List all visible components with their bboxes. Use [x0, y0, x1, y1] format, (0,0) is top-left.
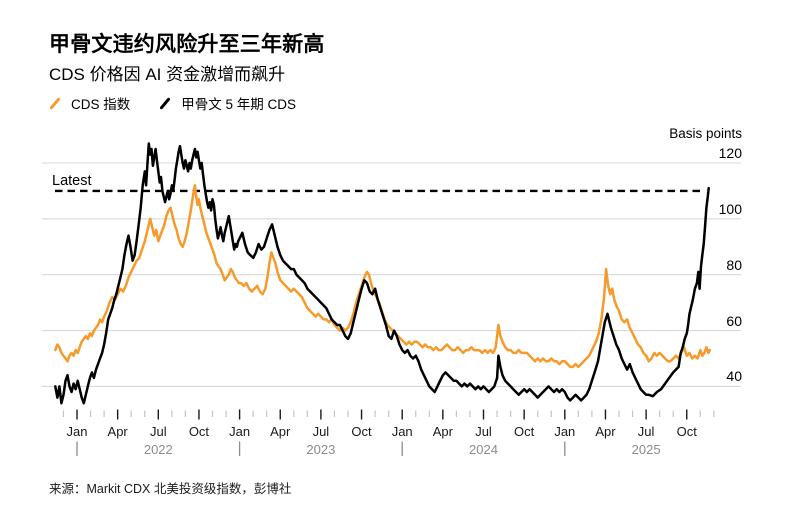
x-month-label: Jul — [637, 424, 655, 439]
legend-label-cds-index: CDS 指数 — [71, 97, 131, 112]
y-axis-unit-label: Basis points — [669, 126, 742, 141]
page-subtitle: CDS 价格因 AI 资金激增而飙升 — [49, 65, 286, 84]
x-month-label: Jul — [312, 424, 330, 439]
cds-index-line — [54, 184, 712, 369]
x-month-label: Jan — [391, 424, 413, 439]
x-year-label-2025: 2025 — [631, 442, 661, 457]
legend: CDS 指数 甲骨文 5 年期 CDS — [48, 93, 296, 113]
x-month-label: Apr — [270, 424, 291, 439]
legend-item-oracle-cds: 甲骨文 5 年期 CDS — [158, 93, 296, 113]
y-tick-label-60: 60 — [726, 312, 742, 329]
x-year-label-2023: 2023 — [306, 442, 336, 457]
oracle-cds-line — [54, 142, 710, 405]
legend-label-oracle-cds: 甲骨文 5 年期 CDS — [181, 97, 297, 112]
source-note: 来源：Markit CDX 北美投资级指数，彭博社 — [49, 482, 292, 496]
black-slash-icon — [159, 96, 171, 110]
x-month-label: Oct — [514, 424, 535, 439]
x-month-label: Oct — [351, 424, 372, 439]
x-year-label-2024: 2024 — [469, 442, 498, 457]
x-month-label: Jul — [149, 424, 167, 439]
x-month-label: Jan — [66, 424, 88, 439]
x-month-label: Oct — [188, 424, 210, 439]
x-month-label: Jan — [554, 424, 576, 439]
y-tick-label-80: 80 — [726, 256, 742, 273]
x-month-label: Apr — [107, 424, 128, 439]
y-tick-label-40: 40 — [726, 368, 742, 385]
x-year-label-2022: 2022 — [143, 442, 173, 457]
x-month-label: Apr — [595, 424, 616, 439]
x-month-label: Jan — [229, 424, 251, 439]
latest-annotation-label: Latest — [52, 173, 92, 189]
orange-slash-icon — [49, 96, 61, 110]
page-title: 甲骨文违约风险升至三年新高 — [49, 33, 325, 56]
y-tick-label-100: 100 — [718, 200, 742, 217]
x-month-label: Oct — [676, 424, 697, 439]
legend-item-cds-index: CDS 指数 — [48, 93, 130, 113]
x-month-label: Jul — [475, 424, 492, 439]
y-tick-label-120: 120 — [718, 145, 742, 161]
x-month-label: Apr — [432, 424, 453, 439]
